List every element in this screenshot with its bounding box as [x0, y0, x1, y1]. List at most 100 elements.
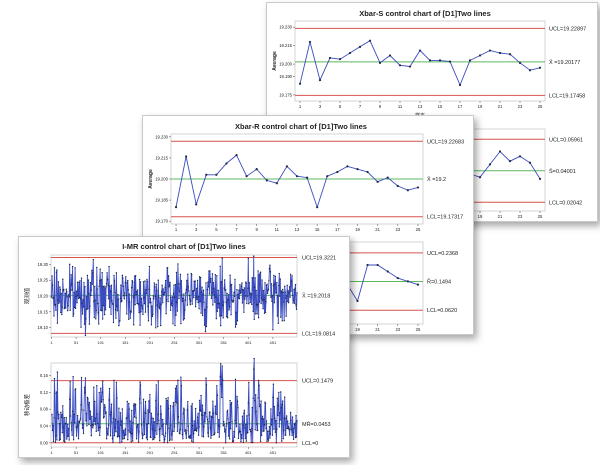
i-mr-main-point	[202, 289, 205, 291]
i-mr-main-point	[152, 295, 155, 297]
i-mr-sub-point	[161, 418, 164, 421]
i-mr-main-point	[284, 297, 287, 299]
i-mr-sub-point	[126, 417, 128, 419]
i-mr-main-point	[184, 309, 186, 311]
i-mr-main-point	[206, 288, 209, 291]
i-mr-main-point	[51, 284, 54, 286]
i-mr-main-point	[124, 281, 126, 284]
xbar-r-sub-lcl-label: LCL=0.0620	[427, 308, 457, 314]
i-mr-main-point	[73, 306, 76, 309]
i-mr-main-point	[156, 304, 158, 306]
i-mr-sub-point	[51, 413, 53, 416]
i-mr-sub-point	[94, 400, 96, 403]
xbar-s-main-series-line	[299, 40, 541, 87]
i-mr-main-point	[127, 289, 129, 291]
i-mr-main-point	[265, 301, 267, 303]
i-mr-main-point	[246, 302, 248, 305]
i-mr-main-point	[241, 302, 244, 304]
i-mr-main-point	[207, 281, 209, 283]
i-mr-main-point	[173, 296, 176, 298]
i-mr-sub-point	[57, 411, 59, 413]
i-mr-sub-point	[77, 424, 79, 427]
i-mr-sub-point	[214, 432, 216, 434]
i-mr-main-point	[167, 300, 169, 303]
i-mr-main-point	[96, 266, 98, 269]
i-mr-main-center-label: X̄ =19.2018	[302, 293, 330, 300]
i-mr-main-point	[127, 279, 129, 282]
i-mr-main-point	[261, 299, 264, 301]
i-mr-main-xtick-label: 201	[147, 340, 154, 345]
i-mr-main-point	[198, 276, 201, 278]
i-mr-sub-point	[283, 417, 285, 419]
xbar-r-sub-point	[386, 270, 389, 273]
xbar-s-main-point	[358, 45, 362, 48]
i-mr-sub-point	[113, 379, 115, 381]
i-mr-main-point	[143, 296, 145, 299]
i-mr-sub-point	[164, 435, 166, 438]
i-mr-sub-point	[112, 417, 115, 420]
i-mr-sub-point	[71, 410, 74, 413]
i-mr-main-point	[58, 302, 60, 305]
i-mr-sub-point	[64, 441, 66, 443]
i-mr-main-point	[128, 318, 130, 321]
i-mr-main-point	[212, 304, 214, 306]
i-mr-main-point	[292, 302, 294, 304]
i-mr-main-point	[87, 307, 89, 310]
i-mr-sub-point	[94, 423, 96, 425]
i-mr-main-point	[280, 290, 282, 292]
i-mr-sub-point	[216, 394, 218, 397]
i-mr-sub-point	[282, 437, 284, 440]
i-mr-main-point	[286, 284, 288, 287]
i-mr-main-point	[232, 301, 234, 303]
i-mr-main-point	[152, 313, 154, 315]
i-mr-main-point	[190, 300, 192, 302]
xbar-r-main-ytick-label: 19.170	[155, 219, 168, 224]
i-mr-main-point	[68, 294, 70, 296]
i-mr-sub-point	[177, 416, 180, 418]
i-mr-sub-point	[240, 434, 243, 436]
i-mr-sub-point	[222, 379, 224, 381]
i-mr-main-point	[136, 289, 139, 291]
i-mr-main-point	[257, 317, 260, 319]
i-mr-sub-point	[75, 426, 77, 428]
i-mr-main-point	[275, 292, 278, 294]
i-mr-sub-point	[174, 387, 177, 389]
i-mr-main-point	[181, 294, 183, 296]
i-mr-sub-point	[180, 385, 183, 387]
i-mr-main-point	[183, 317, 186, 320]
i-mr-sub-point	[81, 409, 83, 411]
i-mr-sub-xtick-label: 451	[270, 450, 277, 455]
xbar-r-sub-xtick-label: 21	[375, 327, 380, 332]
i-mr-sub-point	[270, 424, 273, 426]
i-mr-main-point	[160, 324, 162, 327]
xbar-s-main-xtick-label: 3	[319, 104, 322, 109]
i-mr-main-point	[295, 308, 298, 311]
i-mr-main-point	[153, 282, 156, 284]
i-mr-main-point	[54, 304, 57, 306]
i-mr-sub-point	[220, 383, 222, 386]
i-mr-main-point	[215, 296, 217, 299]
i-mr-sub-point	[180, 376, 182, 378]
i-mr-main-point	[75, 290, 78, 292]
i-mr-sub-point	[156, 422, 158, 425]
i-mr-main-point	[90, 289, 93, 291]
i-mr-sub-point	[294, 422, 296, 424]
i-mr-sub-point	[72, 439, 75, 441]
i-mr-main-point	[247, 257, 249, 260]
i-mr-sub-point	[169, 405, 172, 407]
i-mr-main-point	[253, 255, 255, 257]
xbar-s-sub-point	[538, 177, 542, 180]
i-mr-main-point	[179, 273, 182, 276]
i-mr-sub-point	[91, 415, 93, 418]
i-mr-sub-point	[202, 436, 205, 438]
i-mr-sub-point	[85, 420, 87, 422]
i-mr-sub-point	[116, 397, 118, 400]
i-mr-sub-point	[187, 400, 189, 403]
i-mr-sub-point	[291, 434, 293, 437]
i-mr-sub-point	[184, 430, 186, 432]
i-mr-sub-point	[205, 377, 207, 379]
xbar-s-main-ytick-label: 19.175	[279, 92, 292, 97]
i-mr-main-point	[76, 281, 79, 284]
i-mr-sub-point	[252, 397, 254, 400]
i-mr-main-point	[55, 271, 58, 273]
